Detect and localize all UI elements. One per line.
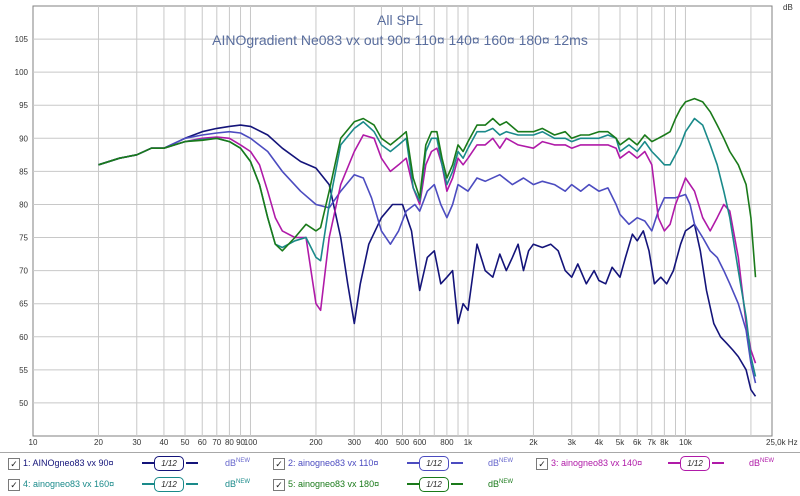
x-tick-label: 4k [595,438,604,447]
legend-item-4: ✓ 4: ainogneo83 vx 160¤ 1/12 dBNEW [8,476,268,494]
legend-unit-3: dBNEW [749,458,774,468]
legend-label-4: 4: ainogneo83 vx 160¤ [23,479,115,489]
legend-panel: ✓ 1: AINOgneo83 vx 90¤ 1/12 dBNEW ✓ 2: a… [0,452,800,496]
legend-item-3: ✓ 3: ainogneo83 vx 140¤ 1/12 dBNEW [536,455,796,473]
legend-unit-5: dBNEW [488,479,513,489]
legend-item-2: ✓ 2: ainogneo83 vx 110¤ 1/12 dBNEW [273,455,533,473]
smoothing-button-3[interactable]: 1/12 [680,456,710,471]
legend-swatch-3b [712,462,724,464]
legend-swatch-2 [407,462,419,464]
x-tick-label: 60 [198,438,207,447]
y-tick-label: 75 [19,234,28,243]
y-tick-label: 95 [19,101,28,110]
x-tick-label: 70 [212,438,221,447]
y-tick-label: 50 [19,399,28,408]
legend-item-1: ✓ 1: AINOgneo83 vx 90¤ 1/12 dBNEW [8,455,268,473]
x-tick-label: 2k [529,438,538,447]
legend-unit-text-2: dB [488,458,500,468]
legend-unit-text-3: dB [749,458,761,468]
legend-unit-text-1: dB [225,458,237,468]
x-tick-label: 100 [244,438,258,447]
series-line-5 [98,97,757,278]
x-tick-label: 30 [132,438,141,447]
legend-unit-2: dBNEW [488,458,513,468]
chart-svg: 50 55 60 65 70 75 80 85 90 95 100 105 10 20 30 40 50 60 7… [15,3,798,447]
x-tick-label: 200 [309,438,323,447]
legend-unit-sup-4: NEW [236,479,251,485]
chart-subtitle: AINOgradient Ne083 vx out 90¤ 110¤ 140¤ … [212,32,588,48]
x-tick-label: 40 [159,438,168,447]
x-tick-label: 90 [236,438,245,447]
x-tick-label: 50 [181,438,190,447]
x-tick-label: 25,0k Hz [766,438,798,447]
x-tick-label: 300 [348,438,362,447]
x-tick-label: 400 [375,438,389,447]
legend-swatch-5b [451,483,463,485]
y-tick-label: 55 [19,366,28,375]
x-tick-label: 10 [29,438,38,447]
legend-label-5: 5: ainogneo83 vx 180¤ [288,479,380,489]
x-tick-label: 8k [660,438,669,447]
series-lines [98,97,757,397]
y-axis-label: dB [783,3,793,12]
x-tick-label: 3k [568,438,577,447]
smoothing-button-2[interactable]: 1/12 [419,456,449,471]
x-tick-label: 600 [413,438,427,447]
x-tick-label: 5k [616,438,625,447]
legend-item-5: ✓ 5: ainogneo83 vx 180¤ 1/12 dBNEW [273,476,533,494]
legend-unit-text-4: dB [225,479,237,489]
series-line-3 [98,134,757,364]
checkbox-series-1[interactable]: ✓ [8,458,20,470]
legend-swatch-5 [407,483,419,485]
series-line-2 [98,130,757,384]
legend-swatch-3 [668,462,680,464]
legend-label-3: 3: ainogneo83 vx 140¤ [551,458,643,468]
x-tick-label: 500 [396,438,410,447]
legend-unit-1: dBNEW [225,458,250,468]
smoothing-button-5[interactable]: 1/12 [419,477,449,492]
y-tick-label: 65 [19,300,28,309]
x-tick-label: 6k [633,438,642,447]
legend-label-2: 2: ainogneo83 vx 110¤ [288,458,379,468]
checkbox-series-3[interactable]: ✓ [536,458,548,470]
y-tick-label: 100 [15,68,29,77]
y-tick-label: 105 [15,35,29,44]
series-line-1 [98,124,757,397]
legend-unit-sup-1: NEW [236,458,251,464]
legend-swatch-4b [186,483,198,485]
checkbox-series-5[interactable]: ✓ [273,479,285,491]
y-tick-label: 60 [19,333,28,342]
x-tick-label: 80 [225,438,234,447]
y-tick-label: 70 [19,267,28,276]
x-tick-label: 1k [464,438,473,447]
legend-unit-text-5: dB [488,479,500,489]
legend-label-1: 1: AINOgneo83 vx 90¤ [23,458,114,468]
checkbox-series-2[interactable]: ✓ [273,458,285,470]
legend-swatch-2b [451,462,463,464]
legend-swatch-1 [142,462,154,464]
legend-unit-sup-5: NEW [499,479,514,485]
smoothing-button-4[interactable]: 1/12 [154,477,184,492]
y-tick-label: 80 [19,200,28,209]
x-tick-label: 800 [440,438,454,447]
legend-swatch-1b [186,462,198,464]
legend-unit-4: dBNEW [225,479,250,489]
legend-swatch-4 [142,483,154,485]
spl-chart: 50 55 60 65 70 75 80 85 90 95 100 105 10 20 30 40 50 60 7… [15,3,798,447]
x-tick-label: 10k [679,438,693,447]
x-tick-label: 20 [94,438,103,447]
legend-unit-sup-2: NEW [499,458,514,464]
smoothing-button-1[interactable]: 1/12 [154,456,184,471]
y-axis-ticks: 50 55 60 65 70 75 80 85 90 95 100 105 [15,35,29,408]
x-tick-label: 7k [648,438,657,447]
y-tick-label: 90 [19,134,28,143]
chart-title: All SPL [377,12,423,28]
checkbox-series-4[interactable]: ✓ [8,479,20,491]
y-tick-label: 85 [19,167,28,176]
legend-unit-sup-3: NEW [760,458,775,464]
grid-lines [33,6,772,436]
